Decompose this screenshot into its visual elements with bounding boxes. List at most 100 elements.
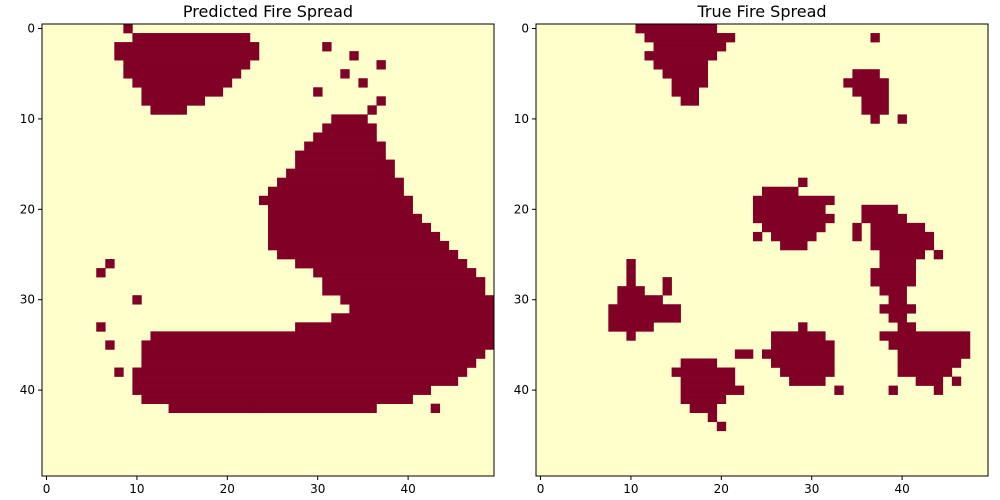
burned-cell-run: [114, 42, 260, 52]
burned-cell: [897, 114, 907, 124]
burned-cell-run: [349, 304, 495, 314]
burned-cell-run: [888, 295, 907, 305]
burned-cell-run: [680, 96, 700, 106]
burned-cell: [105, 259, 115, 269]
chart-title: True Fire Spread: [696, 2, 826, 21]
y-tick-label: 10: [20, 112, 35, 126]
y-tick-label: 20: [20, 202, 35, 216]
y-tick-label: 0: [521, 22, 529, 36]
y-tick-label: 20: [514, 202, 529, 216]
burned-cell-run: [879, 286, 907, 296]
burned-cell-run: [141, 349, 486, 359]
burned-cell-run: [897, 322, 916, 332]
burned-cell: [132, 295, 142, 305]
burned-cell-run: [771, 358, 835, 368]
burned-cell: [834, 385, 844, 395]
burned-cell-run: [771, 231, 817, 242]
burned-cell-run: [141, 87, 224, 97]
burned-cell-run: [870, 240, 935, 251]
burned-cell-run: [771, 340, 835, 350]
burned-cell-run: [141, 394, 413, 404]
burned-cell-run: [870, 277, 916, 287]
burned-cell-run: [644, 33, 736, 43]
burned-cell-run: [608, 313, 681, 323]
burned-cell: [662, 286, 672, 296]
burned-cell-run: [879, 259, 916, 269]
burned-cell-run: [879, 331, 971, 341]
burned-cell-run: [331, 114, 368, 124]
burned-cell-run: [286, 168, 395, 178]
burned-cell: [870, 33, 880, 43]
burned-cell-run: [322, 123, 377, 133]
burned-cell: [349, 51, 359, 61]
burned-cell: [358, 78, 368, 88]
burned-cell-run: [762, 186, 799, 197]
burned-cell-run: [322, 277, 486, 287]
burned-cell-run: [132, 367, 468, 377]
burned-cell-run: [861, 213, 907, 224]
burned-cell: [734, 349, 745, 359]
burned-cell-run: [752, 213, 835, 224]
burned-cell-run: [888, 340, 971, 350]
burned-cell-run: [132, 376, 459, 386]
burned-cell-run: [897, 349, 971, 359]
burned-cell-run: [789, 376, 826, 386]
y-tick-label: 40: [514, 383, 529, 397]
burned-cell: [340, 69, 350, 79]
burned-cells: [96, 24, 495, 414]
burned-cell-run: [762, 222, 826, 233]
x-tick-label: 10: [129, 482, 144, 496]
burned-cell: [376, 159, 386, 169]
burned-cell: [716, 421, 727, 432]
burned-cell: [367, 105, 377, 115]
burned-cell-run: [771, 331, 826, 341]
burned-cell-run: [680, 358, 718, 368]
burned-cell-run: [150, 331, 495, 341]
burned-cell-run: [780, 367, 835, 377]
burned-cell-run: [123, 69, 242, 79]
burned-cell-run: [258, 195, 413, 206]
burned-cell-run: [340, 295, 495, 305]
burned-cell-run: [861, 204, 898, 215]
burned-cell-run: [689, 403, 718, 414]
burned-cell-run: [870, 231, 935, 242]
burned-cell-run: [653, 42, 727, 52]
burned-cell-run: [277, 250, 459, 260]
burned-cell: [951, 376, 962, 386]
burned-cell: [743, 349, 754, 359]
burned-cell-run: [268, 231, 441, 242]
burned-cell-run: [680, 385, 745, 395]
burned-cell-run: [653, 60, 709, 70]
burned-cell-run: [295, 159, 395, 169]
x-tick-label: 0: [43, 482, 51, 496]
burned-cell: [707, 412, 718, 423]
burned-cell: [430, 403, 441, 414]
burned-cell-run: [888, 313, 907, 323]
heatmap-panel-2: True Fire Spread 0 10 20 30 40 0 10 20 30 40: [514, 2, 989, 496]
burned-cell: [906, 304, 916, 314]
burned-cell: [626, 259, 636, 269]
burned-cell-run: [861, 105, 889, 115]
burned-cell-run: [852, 69, 880, 79]
burned-cell-run: [114, 51, 260, 61]
burned-cell-run: [617, 295, 663, 305]
y-tick-label: 30: [514, 293, 529, 307]
burned-cell-run: [313, 132, 377, 142]
burned-cell: [96, 322, 106, 332]
burned-cell-run: [879, 250, 926, 260]
burned-cell: [249, 403, 260, 414]
burned-cell-run: [123, 24, 133, 34]
burned-cell-run: [132, 385, 432, 395]
x-tick-label: 20: [714, 482, 729, 496]
burned-cell: [933, 385, 944, 395]
burned-cell-run: [304, 141, 386, 151]
burned-cell-run: [780, 240, 808, 251]
burned-cell-run: [141, 96, 206, 106]
burned-cell-run: [295, 322, 495, 332]
axes-frame: [41, 23, 495, 477]
burned-cell-run: [268, 240, 450, 251]
x-tick-label: 20: [220, 482, 235, 496]
burned-cell: [662, 277, 672, 287]
burned-cell-run: [870, 114, 880, 124]
